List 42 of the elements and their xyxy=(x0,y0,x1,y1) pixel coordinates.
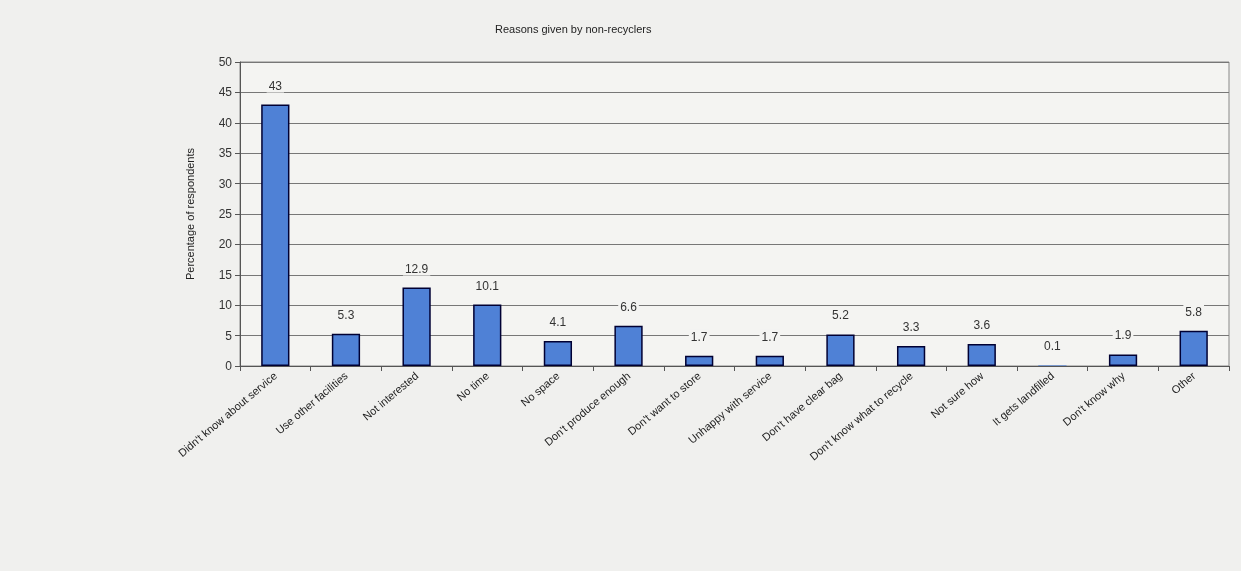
data-label: 1.7 xyxy=(761,329,779,344)
bar xyxy=(1179,330,1208,366)
bar xyxy=(826,334,855,366)
data-label: 5.2 xyxy=(832,308,850,323)
y-tick-label: 20 xyxy=(218,237,233,252)
data-label: 0.1 xyxy=(1044,339,1062,354)
bar xyxy=(614,325,643,366)
data-label: 1.9 xyxy=(1114,328,1132,343)
y-tick-label: 35 xyxy=(218,146,233,161)
bar xyxy=(1108,354,1138,366)
y-tick-label: 25 xyxy=(218,207,233,221)
bar xyxy=(896,345,926,366)
y-tick-label: 45 xyxy=(218,85,233,100)
y-tick-label: 0 xyxy=(225,359,233,373)
data-label: 6.6 xyxy=(620,299,638,314)
bar xyxy=(543,341,573,366)
y-axis-title: Percentage of respondents xyxy=(183,147,196,281)
bar xyxy=(402,287,431,366)
y-tick-label: 10 xyxy=(218,298,233,313)
x-tick-label: No time xyxy=(454,369,492,403)
x-tick-label: Not sure how xyxy=(928,369,986,421)
data-label: 5.3 xyxy=(337,307,355,322)
data-label: 12.9 xyxy=(404,261,429,276)
y-tick-label: 30 xyxy=(218,176,233,191)
data-label: 3.6 xyxy=(973,318,991,333)
data-label: 3.3 xyxy=(902,319,920,334)
chart-title: Reasons given by non-recyclers xyxy=(495,22,653,35)
data-label: 10.1 xyxy=(475,278,500,293)
bar xyxy=(331,333,361,366)
data-label: 5.8 xyxy=(1185,304,1203,319)
bar xyxy=(967,344,996,366)
data-label: 1.7 xyxy=(690,329,708,344)
y-tick-label: 15 xyxy=(218,267,233,282)
y-tick-label: 40 xyxy=(218,115,233,130)
bar xyxy=(261,104,290,366)
y-tick-label: 5 xyxy=(225,328,233,343)
bar xyxy=(755,355,784,366)
y-tick-label: 50 xyxy=(218,55,233,69)
bar xyxy=(473,304,502,366)
data-label: 43 xyxy=(268,78,283,93)
data-label: 4.1 xyxy=(549,315,567,330)
bar xyxy=(685,355,714,366)
